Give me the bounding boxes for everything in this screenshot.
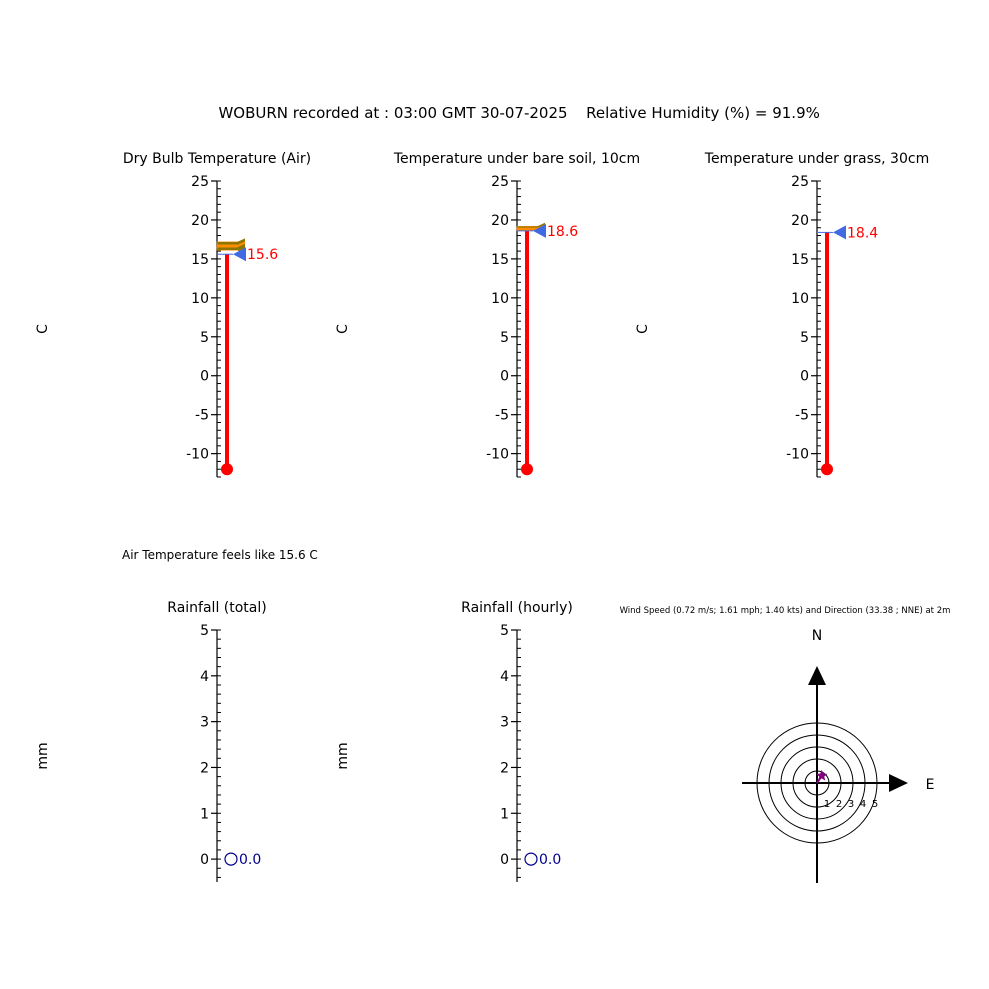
tick-label: 5 <box>200 330 209 346</box>
y-axis-label: C <box>635 324 651 334</box>
tick-label: 25 <box>491 174 509 190</box>
tick-label: 25 <box>191 174 209 190</box>
station-title: WOBURN recorded at : 03:00 GMT 30-07-202… <box>218 104 567 122</box>
tick-label: 25 <box>791 174 809 190</box>
value-pointer <box>533 223 546 238</box>
ring-label: 5 <box>872 799 878 810</box>
panel-title: Rainfall (total) <box>167 600 266 616</box>
tick-label: -10 <box>186 447 209 463</box>
mercury-bulb <box>521 463 533 476</box>
mercury-bulb <box>221 463 233 476</box>
tick-label: 5 <box>500 623 509 639</box>
humidity-readout: Relative Humidity (%) = 91.9% <box>586 104 820 122</box>
tick-label: -10 <box>486 447 509 463</box>
tick-label: -5 <box>195 408 209 424</box>
tick-label: 10 <box>791 291 809 307</box>
tick-label: 2 <box>500 760 509 776</box>
tick-label: 0 <box>200 369 209 385</box>
speed-ring <box>768 734 866 832</box>
east-arrow <box>889 774 908 792</box>
speed-ring <box>780 746 854 820</box>
ring-label: 3 <box>848 799 854 810</box>
value-label: 0.0 <box>539 852 561 868</box>
y-axis-label: C <box>35 324 51 334</box>
panel-title: Temperature under bare soil, 10cm <box>393 151 640 167</box>
value-label: 15.6 <box>247 247 278 263</box>
tick-label: 5 <box>800 330 809 346</box>
panels: Dry Bulb Temperature (Air)C2520151050-5-… <box>35 151 934 883</box>
panel-title: Dry Bulb Temperature (Air) <box>123 151 311 167</box>
y-axis-label: C <box>335 324 351 334</box>
tick-label: 20 <box>491 213 509 229</box>
ring-label: 4 <box>860 799 866 810</box>
tick-label: 5 <box>200 623 209 639</box>
tick-label: -5 <box>495 408 509 424</box>
value-pointer <box>833 225 846 240</box>
north-arrow <box>808 666 826 685</box>
gauge-panel-2: Temperature under grass, 30cm C 25 20 15 10 5 0… <box>635 151 929 478</box>
rain-marker <box>524 852 538 866</box>
value-label: 0.0 <box>239 852 261 868</box>
speed-ring <box>756 722 878 844</box>
y-axis-label: mm <box>35 742 51 769</box>
tick-label: 20 <box>191 213 209 229</box>
gauge-panel-1: Temperature under bare soil, 10cm C 25 20 15… <box>335 151 640 478</box>
ring-label: 2 <box>836 799 842 810</box>
tick-label: 1 <box>500 806 509 822</box>
east-label: E <box>926 777 935 793</box>
gauge-panel-3: Rainfall (total) mm 5 4 3 2 1 0 0.0 <box>35 600 267 882</box>
tick-label: 4 <box>500 669 509 685</box>
wind-title: Wind Speed (0.72 m/s; 1.61 mph; 1.40 kts… <box>620 606 951 616</box>
value-label: 18.4 <box>847 225 878 241</box>
mercury-bulb <box>821 463 833 476</box>
value-pointer <box>233 247 246 262</box>
tick-label: 10 <box>191 291 209 307</box>
feels-like-text: Air Temperature feels like 15.6 C <box>122 548 318 562</box>
rain-marker <box>224 852 238 866</box>
wind-rose: NE1 2 3 4 5 <box>742 628 934 883</box>
north-label: N <box>812 628 822 644</box>
tick-label: 1 <box>200 806 209 822</box>
tick-label: 4 <box>200 669 209 685</box>
tick-label: 2 <box>200 760 209 776</box>
tick-label: 10 <box>491 291 509 307</box>
tick-label: 15 <box>791 252 809 268</box>
y-axis-label: mm <box>335 742 351 769</box>
tick-label: 15 <box>491 252 509 268</box>
tick-label: 0 <box>500 852 509 868</box>
tick-label: 3 <box>200 715 209 731</box>
tick-label: 20 <box>791 213 809 229</box>
tick-label: 5 <box>500 330 509 346</box>
tick-label: 0 <box>800 369 809 385</box>
tick-label: 0 <box>500 369 509 385</box>
speed-ring <box>792 758 842 808</box>
tick-label: 15 <box>191 252 209 268</box>
value-label: 18.6 <box>547 224 578 240</box>
gauge-panel-0: Dry Bulb Temperature (Air) C 25 20 15 10 5 0 -5 -… <box>35 151 311 478</box>
panel-title: Temperature under grass, 30cm <box>704 151 929 167</box>
gauge-panel-4: Rainfall (hourly) mm 5 4 3 2 1 0 0.0 <box>335 600 573 882</box>
tick-label: -10 <box>786 447 809 463</box>
tick-label: 3 <box>500 715 509 731</box>
tick-label: -5 <box>795 408 809 424</box>
wind-marker-star <box>816 769 828 781</box>
panel-title: Rainfall (hourly) <box>461 600 573 616</box>
tick-label: 0 <box>200 852 209 868</box>
speed-ring <box>804 770 830 796</box>
